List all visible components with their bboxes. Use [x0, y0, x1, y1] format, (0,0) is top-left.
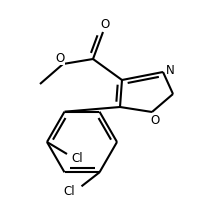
Text: N: N — [166, 63, 174, 76]
Text: O: O — [55, 52, 65, 65]
Text: Cl: Cl — [64, 184, 75, 197]
Text: O: O — [150, 114, 160, 127]
Text: Cl: Cl — [71, 152, 83, 165]
Text: O: O — [100, 18, 110, 31]
